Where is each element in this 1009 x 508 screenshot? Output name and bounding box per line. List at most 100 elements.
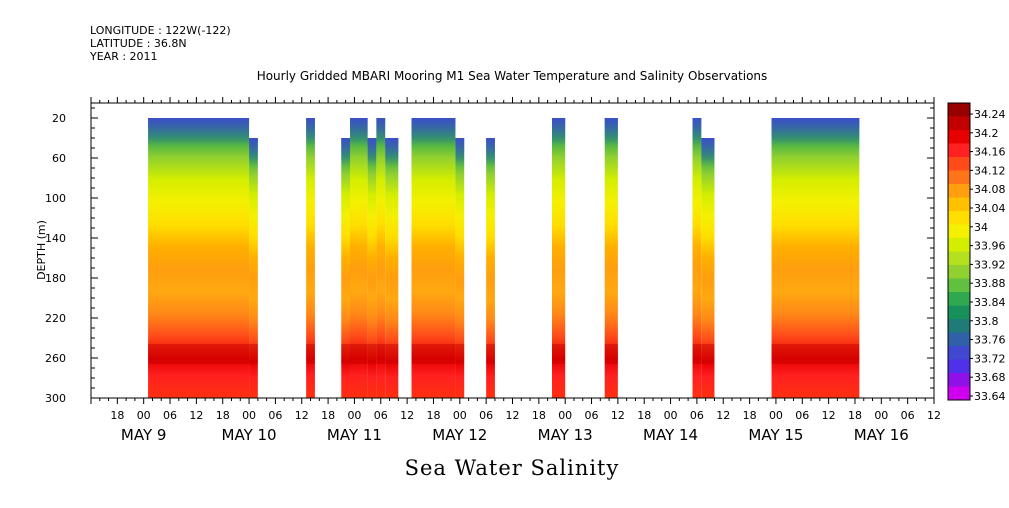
colorbar-swatch [948,238,970,252]
colorbar-swatch [948,305,970,320]
y-tick-label: 20 [52,112,66,125]
colorbar-swatch [948,143,970,158]
chart-title: Hourly Gridded MBARI Mooring M1 Sea Wate… [257,69,768,83]
data-segment [771,118,860,398]
data-segment [249,138,258,398]
y-tick-label: 260 [45,352,66,365]
x-tick-label: 00 [769,409,783,422]
x-tick-label: 12 [295,409,309,422]
x-day-label: MAY 9 [121,426,167,444]
x-tick-label: 06 [163,409,177,422]
colorbar-label: 33.92 [974,258,1006,271]
x-tick-label: 00 [453,409,467,422]
latitude-label: LATITUDE : 36.8N [90,37,187,50]
colorbar-label: 34.24 [974,108,1006,121]
y-tick-label: 180 [45,272,66,285]
x-tick-label: 00 [558,409,572,422]
longitude-label: LONGITUDE : 122W(-122) [90,24,231,37]
colorbar-label: 33.68 [974,371,1006,384]
x-tick-label: 06 [268,409,282,422]
colorbar-label: 33.88 [974,277,1006,290]
data-segment [692,118,702,398]
colorbar-label: 34.04 [974,202,1006,215]
x-tick-label: 18 [110,409,124,422]
colorbar-label: 34 [974,221,988,234]
x-tick-label: 18 [321,409,335,422]
colorbar-swatch [948,197,970,212]
x-tick-label: 00 [137,409,151,422]
x-axis-title: Sea Water Salinity [405,456,620,480]
x-tick-label: 18 [637,409,651,422]
data-segment [376,118,386,398]
colorbar-swatch [948,319,970,333]
colorbar-swatch [948,184,970,198]
x-tick-label: 12 [927,409,941,422]
data-segment [701,138,715,398]
data-segment [306,118,315,398]
metadata-block: LONGITUDE : 122W(-122) LATITUDE : 36.8N … [89,24,231,63]
colorbar-swatch [948,332,970,347]
y-tick-label: 140 [45,232,66,245]
data-segment [367,138,377,398]
x-tick-label: 06 [690,409,704,422]
x-day-label: MAY 14 [643,426,698,444]
colorbar-swatch [948,116,970,131]
colorbar-label: 34.08 [974,183,1006,196]
data-segment [455,138,465,398]
colorbar-swatch [948,170,970,185]
colorbar-frame [947,102,971,401]
x-day-label: MAY 11 [327,426,382,444]
colorbar-label: 33.8 [974,315,999,328]
y-tick-label: 220 [45,312,66,325]
x-axis-ticks: 18 00 06 12 18 00 06 12 18 00 06 12 18 00 06 12 18 00 06 12… [90,97,941,444]
y-axis-ticks: 20 60 100 140 180 220 260 300 [45,107,934,405]
x-tick-label: 18 [532,409,546,422]
x-tick-label: 12 [400,409,414,422]
x-tick-label: 18 [426,409,440,422]
x-tick-label: 12 [716,409,730,422]
y-tick-label: 100 [45,192,66,205]
x-day-label: MAY 16 [854,426,909,444]
colorbar-swatch [948,278,970,293]
colorbar: 34.24 34.2 34.16 34.12 34.08 34.04 34 33.96 33.9… [947,102,1006,403]
colorbar-swatch [948,346,970,360]
y-axis-label: DEPTH (m) [35,220,48,280]
colorbar-label: 33.64 [974,390,1006,403]
colorbar-swatch [948,251,970,266]
data-segment [552,118,566,398]
x-tick-label: 18 [216,409,230,422]
colorbar-label: 34.2 [974,127,999,140]
colorbar-label: 33.72 [974,352,1006,365]
x-tick-label: 18 [743,409,757,422]
x-tick-label: 12 [189,409,203,422]
y-tick-label: 300 [45,392,66,405]
x-day-label: MAY 15 [748,426,803,444]
x-day-label: MAY 10 [222,426,277,444]
data-segment [350,118,368,398]
data-segment [148,118,250,398]
colorbar-swatch [948,211,970,225]
x-tick-label: 06 [901,409,915,422]
data-segment [385,138,399,398]
x-tick-label: 06 [585,409,599,422]
data-segment [486,138,495,398]
x-tick-label: 00 [347,409,361,422]
year-label: YEAR : 2011 [89,50,158,63]
colorbar-label: 33.76 [974,334,1006,347]
data-segment [604,118,618,398]
x-day-label: MAY 13 [538,426,593,444]
colorbar-swatch [948,130,970,144]
colorbar-swatch [948,157,970,171]
x-tick-label: 00 [874,409,888,422]
colorbar-label: 34.12 [974,164,1006,177]
data-segments [148,118,860,398]
colorbar-swatch [948,373,970,387]
colorbar-label: 34.16 [974,146,1006,159]
x-tick-label: 06 [479,409,493,422]
colorbar-label: 33.84 [974,296,1006,309]
x-tick-label: 00 [242,409,256,422]
x-day-label: MAY 12 [432,426,487,444]
colorbar-swatch [948,224,970,239]
